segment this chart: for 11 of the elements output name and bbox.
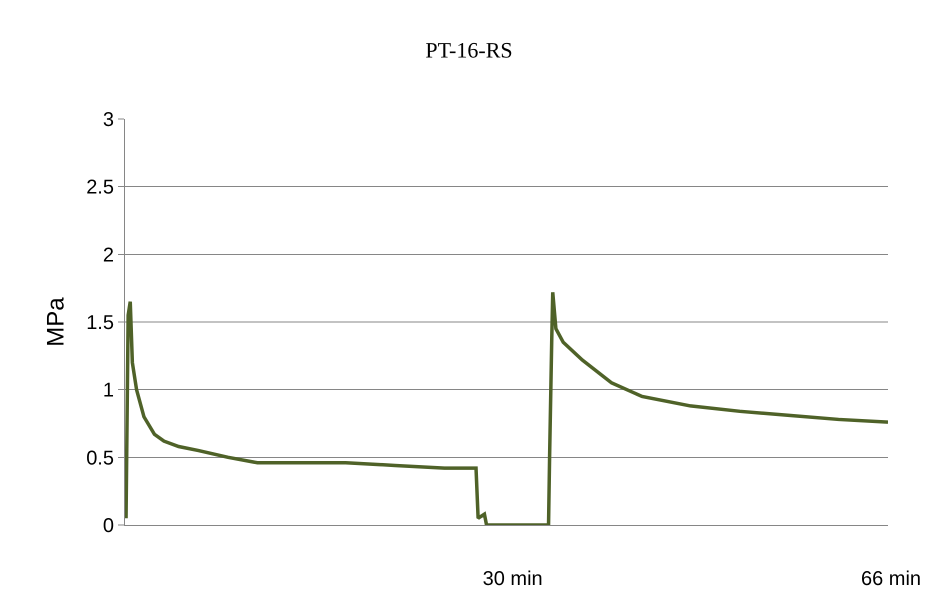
- y-tick-label: 1: [102, 380, 114, 402]
- y-tick-label: 2.5: [86, 176, 114, 199]
- x-tick-label: 30 min: [482, 568, 543, 590]
- y-tick-label: 2: [102, 244, 114, 266]
- chart-title: PT-16-RS: [425, 38, 513, 63]
- y-tick-label: 1.5: [86, 312, 114, 334]
- y-axis-title: MPa: [42, 296, 70, 347]
- x-tick-label: 66 min: [860, 568, 922, 590]
- y-tick-label: 3: [102, 109, 114, 131]
- y-tick-label: 0: [102, 515, 114, 537]
- y-tick-label: 0.5: [86, 447, 114, 470]
